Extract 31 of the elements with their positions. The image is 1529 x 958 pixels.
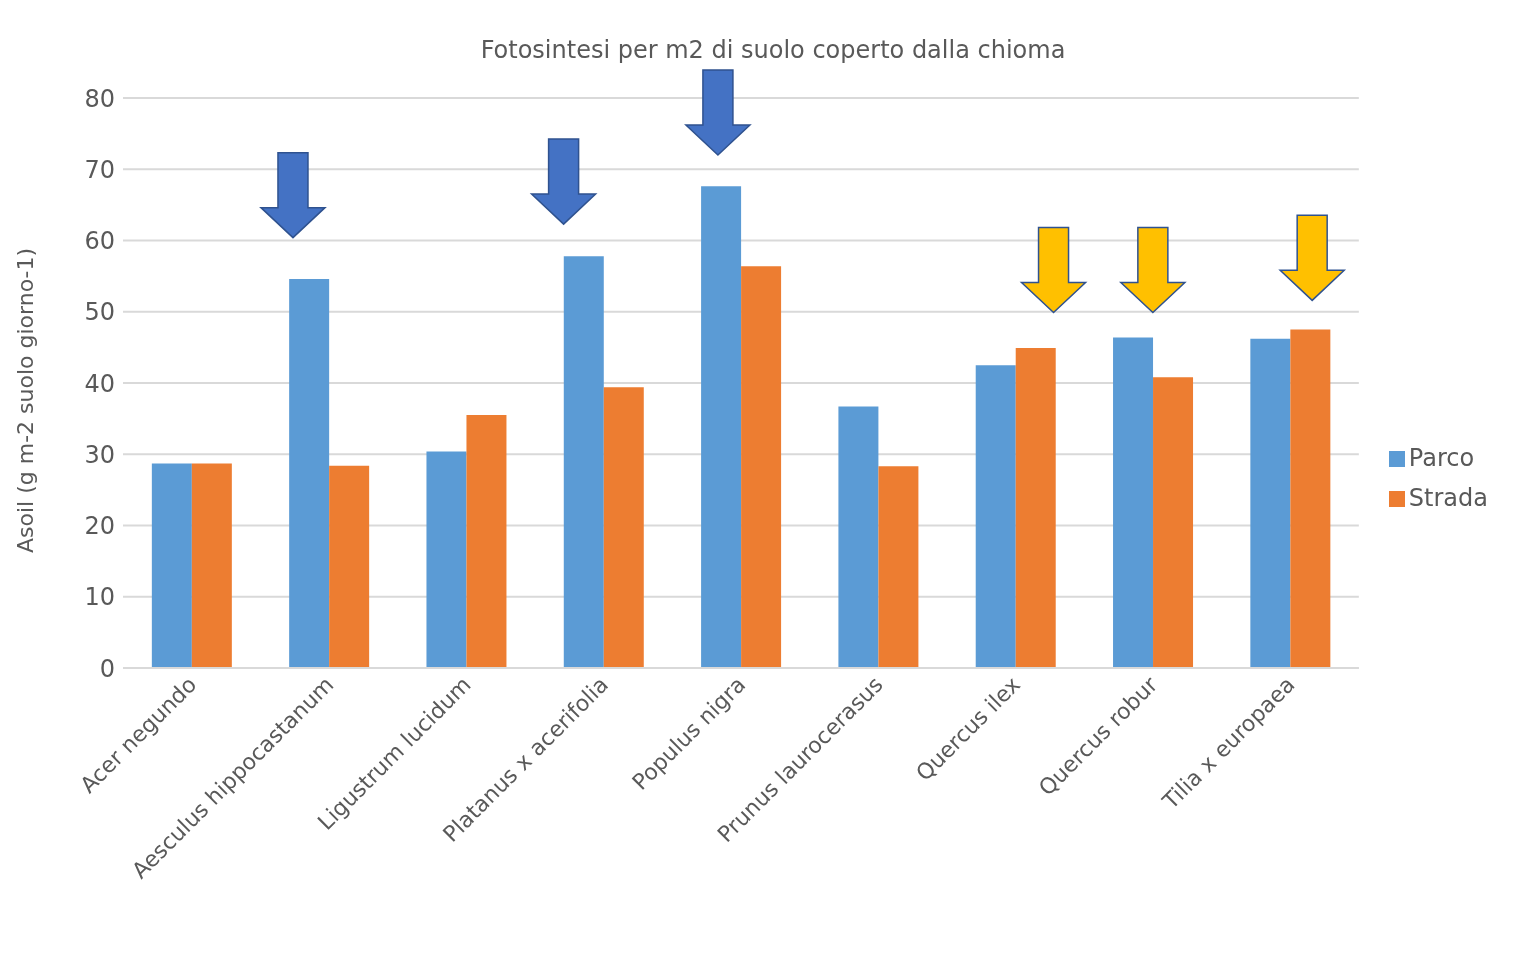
bar xyxy=(838,406,879,668)
legend-label: Parco xyxy=(1408,444,1475,472)
bar xyxy=(975,365,1016,668)
y-tick-label: 80 xyxy=(84,84,115,113)
y-tick-label: 20 xyxy=(84,512,115,541)
bar xyxy=(466,415,507,668)
bar xyxy=(329,465,370,668)
y-tick-label: 0 xyxy=(99,654,115,683)
y-axis-title: Asoil (g m-2 suolo giorno-1) xyxy=(12,247,38,553)
bar xyxy=(1153,377,1194,668)
bar xyxy=(289,278,330,668)
bar xyxy=(603,387,644,668)
bar xyxy=(1250,338,1291,668)
bar xyxy=(426,451,467,668)
y-tick-label: 10 xyxy=(84,583,115,612)
legend-label: Strada xyxy=(1408,484,1488,512)
y-tick-label: 30 xyxy=(84,440,115,469)
bar xyxy=(1290,329,1331,668)
bar xyxy=(741,266,782,668)
bar xyxy=(563,256,604,668)
bar xyxy=(878,466,919,668)
y-tick-label: 70 xyxy=(84,155,115,184)
bar xyxy=(1015,348,1056,668)
bar xyxy=(1113,337,1154,668)
bar xyxy=(191,463,232,668)
y-tick-label: 60 xyxy=(84,227,115,256)
y-tick-label: 50 xyxy=(84,298,115,327)
bar xyxy=(151,463,192,668)
chart-title: Fotosintesi per m2 di suolo coperto dalla chioma xyxy=(479,36,1067,64)
y-tick-label: 40 xyxy=(84,369,115,398)
bar xyxy=(701,186,742,668)
